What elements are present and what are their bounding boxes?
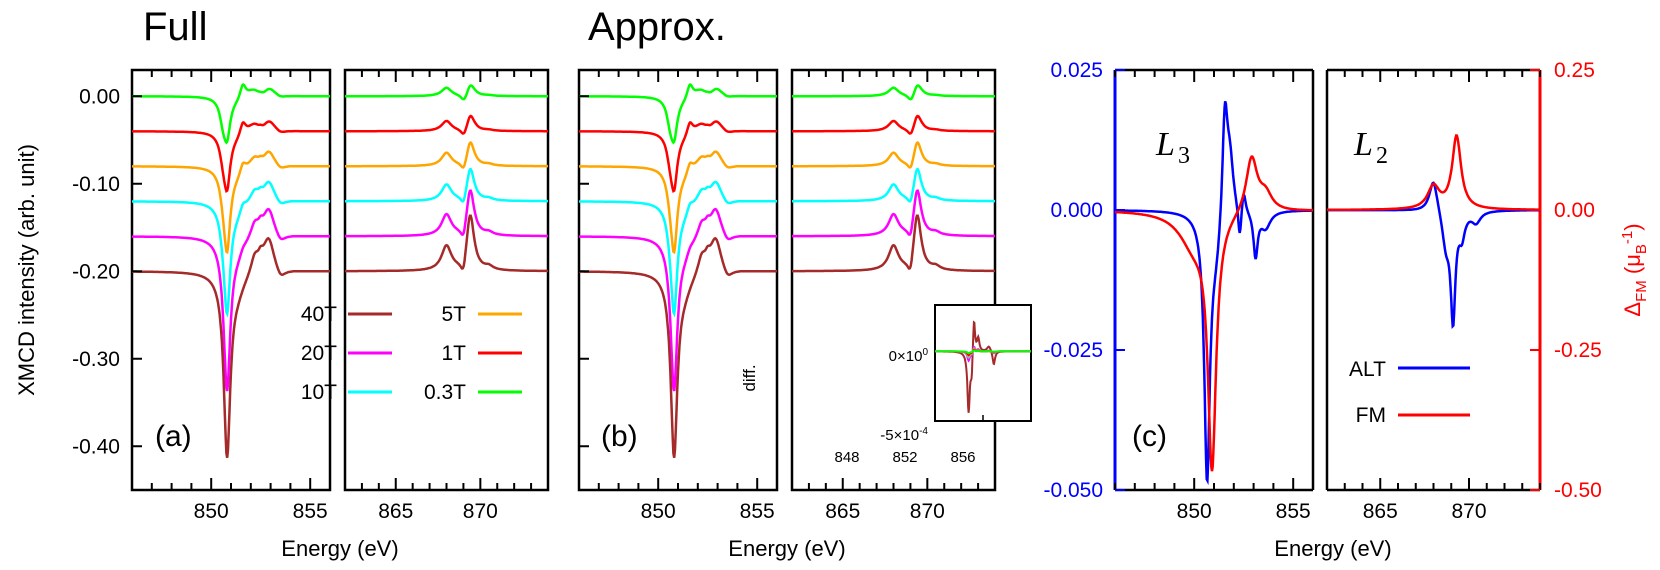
panel-b-series-5T-seg0 [579,150,777,255]
panel-a-xtick-850: 850 [194,500,229,523]
l3-subscript: 3 [1178,143,1190,169]
panel-b-title: Approx. [588,5,726,49]
panel-a-series-5T-seg0 [132,150,330,255]
panel-b-series-5T-seg1 [792,141,995,169]
panel-b-xtick-870: 870 [910,500,945,523]
inset-series-0.3T [935,349,1031,355]
axes-frames [130,68,1542,492]
inset-difference: diff. 0×100 -5×10-4 848 852 856 [740,304,1032,466]
panel-b-xtick-855: 855 [740,500,775,523]
panel-c-label: (c) [1132,420,1167,453]
panel-b-xtick-865: 865 [825,500,860,523]
inset-frame [934,304,1032,422]
panel-a-ytick-0: 0.00 [79,85,120,108]
panel-c-ytick-left-0: 0.025 [1050,59,1103,82]
panel-b-series-20T-seg1 [792,189,995,238]
ticks: 850 855 865 870 0.00 -0.10 -0.20 -0.30 -0.40 850 8… [72,59,1602,523]
panel-c-ytick-right-2: -0.25 [1554,339,1602,362]
panel-a-series-5T-seg1 [345,141,548,169]
panel-a-series-20T-seg0 [131,207,330,392]
panel-a-series-40T-seg1 [345,214,548,273]
l2-label: L [1353,126,1373,163]
panel-c-ytick-right-3: -0.50 [1554,479,1602,502]
panel-a-ytick-3: -0.30 [72,348,120,371]
panel-b-series-10T-seg0 [579,180,777,318]
panel-b-series-0.3T-seg1 [792,84,995,101]
panel-a-frame-1 [343,68,550,492]
panel-a-series-0.3T-seg0 [132,82,330,145]
legend-label-40T: 40T [301,303,337,326]
curves [131,82,1540,486]
panel-c-xtick-865: 865 [1363,500,1398,523]
inset-xtick-848: 848 [834,449,859,466]
legend-c: ALT FM [1349,358,1470,427]
l3-label: L [1155,126,1175,163]
panel-a-ytick-4: -0.40 [72,435,120,458]
panel-c-series-FM-seg0 [1115,155,1313,472]
panel-a-series-20T-seg1 [345,189,548,238]
panel-b-series-1T-seg0 [579,120,778,194]
panel-a-series-0.3T-seg1 [345,84,548,101]
panel-b-series-20T-seg0 [578,207,777,392]
panel-a-series-1T-seg1 [345,114,548,135]
inset-ytick-neg5e-4: -5×10-4 [880,426,928,444]
panel-b-series-10T-seg1 [792,167,995,203]
panel-a-series-10T-seg1 [345,167,548,203]
y-axis-label-a: XMCD intensity (arb. unit) [14,144,39,396]
inset-xtick-856: 856 [950,449,975,466]
panel-b-label: (b) [601,420,638,453]
legend-label-10T: 10T [301,381,337,404]
panel-c-ytick-right-0: 0.25 [1554,59,1595,82]
panel-b-series-40T-seg1 [792,214,995,273]
panel-c-ytick-left-3: -0.050 [1043,479,1103,502]
panel-a-ytick-2: -0.20 [72,260,120,283]
panel-c-xtick-855: 855 [1276,500,1311,523]
y-axis-label-right-c: ΔFM (μB-1) [1619,223,1650,316]
panel-a-series-10T-seg0 [132,180,330,318]
legend-label-ALT: ALT [1349,358,1386,381]
panel-b-series-0.3T-seg0 [579,82,777,145]
panel-a-xtick-865: 865 [378,500,413,523]
panel-b-series-1T-seg1 [792,114,995,135]
panel-a-series-40T-seg0 [132,236,330,459]
inset-ytick-0: 0×100 [889,347,929,365]
legend-label-FM: FM [1356,404,1386,427]
panel-c-xtick-850: 850 [1177,500,1212,523]
panel-c-series-ALT-seg0 [1115,100,1313,486]
panel-a-label: (a) [155,420,192,453]
panel-c-ytick-left-1: 0.000 [1050,199,1103,222]
legend-a: 40T 20T 10T 5T 1T 0.3T [301,303,522,404]
l2-subscript: 2 [1376,143,1388,169]
panel-a-series-1T-seg0 [132,120,331,194]
panel-b-xtick-850: 850 [641,500,676,523]
panel-c-series-FM-seg1 [1327,134,1540,212]
panel-c-series-ALT-seg1 [1327,181,1540,330]
legend-label-1T: 1T [441,342,466,365]
panel-c-ytick-left-2: -0.025 [1043,339,1103,362]
legend-label-20T: 20T [301,342,337,365]
inset-xtick-852: 852 [892,449,917,466]
legend-label-0.3T: 0.3T [424,381,466,404]
panel-a-xtick-870: 870 [463,500,498,523]
panel-b-series-40T-seg0 [579,236,777,459]
panel-c-xtick-870: 870 [1451,500,1486,523]
legend-label-5T: 5T [441,303,466,326]
panel-c-ytick-right-1: 0.00 [1554,199,1595,222]
x-axis-label-a: Energy (eV) [281,536,398,561]
panel-a-ytick-1: -0.10 [72,173,120,196]
x-axis-label-c: Energy (eV) [1274,536,1391,561]
panel-a-title: Full [143,5,207,49]
panel-a-xtick-855: 855 [293,500,328,523]
x-axis-label-b: Energy (eV) [728,536,845,561]
inset-curves [934,320,1032,421]
svg-text:ΔFM (μB-1): ΔFM (μB-1) [1619,223,1650,316]
inset-ylabel: diff. [740,364,759,391]
